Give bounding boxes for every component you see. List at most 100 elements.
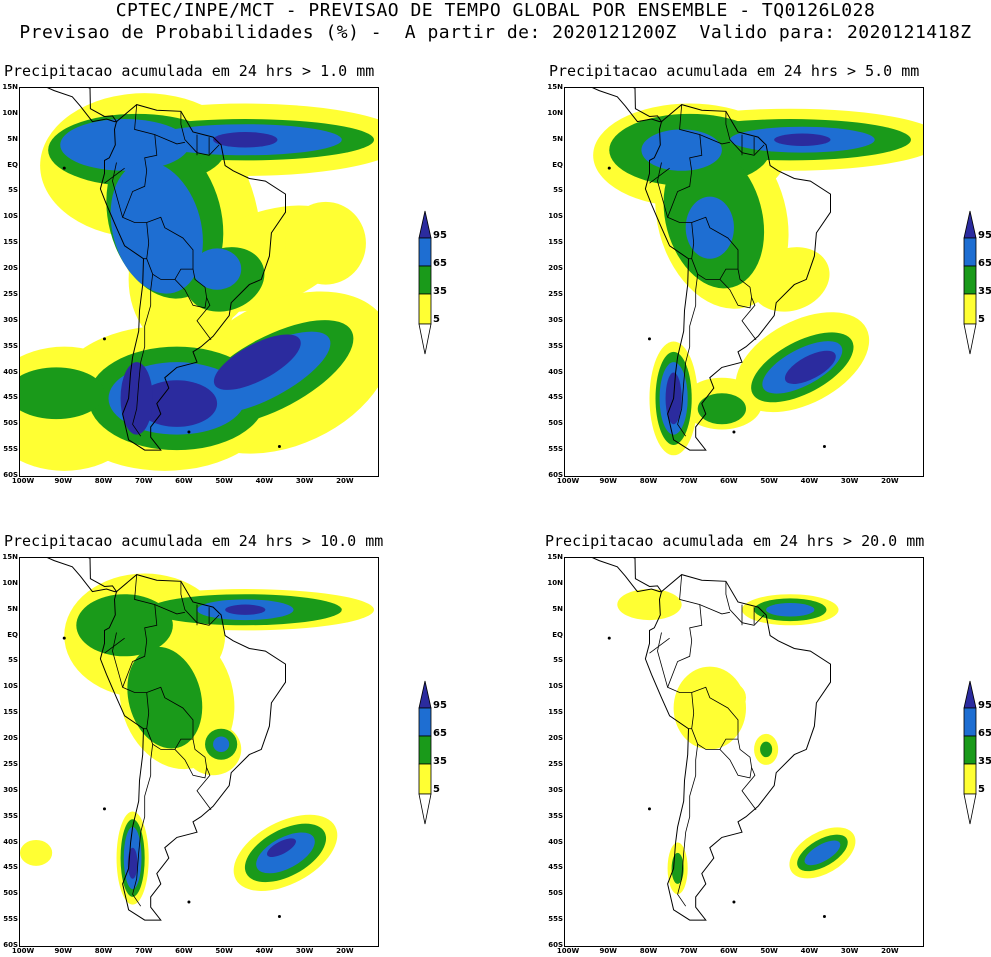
lat-tick-label: 20S: [548, 264, 563, 273]
country-border: [154, 134, 185, 145]
south-america-coastline: [99, 574, 286, 921]
country-border: [725, 111, 765, 156]
colorbar-segment: [418, 707, 432, 737]
lat-tick-label: 15S: [548, 238, 563, 247]
lon-tick-label: 40W: [255, 947, 274, 955]
colorbar-label: 5: [433, 784, 440, 795]
lon-tick-label: 90W: [54, 477, 72, 485]
lat-tick-label: 40S: [3, 837, 18, 846]
island: [607, 166, 611, 170]
lon-tick-label: 50W: [215, 947, 233, 955]
country-border: [699, 134, 730, 145]
lon-tick-label: 80W: [94, 477, 113, 485]
central-america-coastline: [47, 88, 118, 123]
island: [647, 807, 651, 811]
colorbar-segment: [963, 265, 977, 295]
island: [102, 337, 106, 341]
country-border: [154, 604, 185, 615]
lat-tick-label: 55S: [548, 915, 563, 924]
map-canvas: [592, 558, 856, 921]
forecast-map-1mm: [19, 87, 379, 477]
country-border: [174, 749, 207, 779]
lat-tick-label: 25S: [548, 759, 563, 768]
lat-tick-label: 15S: [3, 238, 18, 247]
country-border: [667, 574, 703, 693]
country-border: [112, 632, 123, 688]
figure-subtitle: Previsao de Probabilidades (%) - A parti…: [19, 22, 972, 43]
colorbar-label: 65: [433, 728, 447, 739]
country-border: [691, 222, 738, 280]
lon-tick-label: 30W: [840, 477, 859, 485]
lon-tick-label: 30W: [295, 477, 314, 485]
island: [277, 915, 281, 919]
lat-tick-label: 30S: [3, 785, 18, 794]
lat-tick-label: 40S: [548, 837, 563, 846]
lat-tick-label: 30S: [3, 315, 18, 324]
country-border: [174, 279, 207, 309]
lat-tick-label: 25S: [548, 289, 563, 298]
lat-tick-label: 55S: [3, 445, 18, 454]
country-border: [691, 692, 738, 750]
lat-tick-label: 35S: [3, 811, 18, 820]
lat-tick-label: 20S: [3, 734, 18, 743]
country-border: [146, 692, 193, 750]
probability-area-p65: [804, 840, 841, 866]
country-border: [649, 637, 670, 654]
colorbar-label: 35: [433, 286, 447, 297]
colorbar-label: 5: [978, 784, 985, 795]
country-border: [146, 222, 193, 280]
lon-tick-label: 100W: [556, 947, 580, 955]
probability-area-p35: [20, 367, 105, 420]
country-border: [104, 167, 125, 184]
lat-tick-label: 5N: [7, 134, 18, 143]
lat-tick-label: 60S: [3, 941, 18, 949]
central-america-coastline: [592, 88, 663, 123]
country-border: [649, 167, 670, 184]
probability-area-p65: [192, 248, 242, 290]
lat-tick-label: 35S: [3, 341, 18, 350]
lon-tick-label: 70W: [679, 947, 698, 955]
probability-area-p5: [20, 839, 53, 866]
lat-tick-label: 20S: [3, 264, 18, 273]
country-border: [691, 686, 757, 811]
lat-tick-label: 10S: [3, 682, 18, 691]
island: [607, 636, 611, 640]
panel-title-4: Precipitacao acumulada em 24 hrs > 20.0 …: [545, 532, 925, 550]
colorbar-label: 5: [433, 314, 440, 325]
lon-tick-label: 60W: [175, 947, 193, 955]
colorbar-segment: [963, 323, 977, 355]
island: [822, 445, 826, 449]
lon-tick-label: 50W: [760, 947, 778, 955]
lon-tick-label: 20W: [336, 477, 354, 485]
map-canvas: [592, 88, 923, 456]
probability-area-p95: [127, 847, 138, 879]
lat-tick-label: 5N: [552, 604, 563, 613]
island: [187, 900, 191, 904]
lat-tick-label: 20S: [548, 734, 563, 743]
lon-tick-label: 60W: [175, 477, 193, 485]
lat-tick-label: 50S: [3, 889, 18, 898]
colorbar-svg: [418, 210, 432, 355]
lon-tick-label: 20W: [336, 947, 354, 955]
colorbar-label: 35: [978, 286, 991, 297]
probability-area-p65: [256, 832, 315, 874]
country-border: [132, 274, 154, 437]
lat-tick-label: 55S: [3, 915, 18, 924]
colorbar-segment: [418, 237, 432, 267]
probability-area-p95: [120, 362, 153, 435]
lon-tick-label: 90W: [599, 477, 617, 485]
lat-tick-label: 45S: [3, 393, 18, 402]
island: [822, 915, 826, 919]
probability-area-p95: [213, 131, 278, 148]
lat-tick-label: EQ: [552, 630, 563, 639]
country-border: [146, 216, 212, 341]
colorbar-label: 65: [978, 728, 991, 739]
lon-tick-label: 20W: [881, 947, 899, 955]
lat-tick-label: EQ: [552, 160, 563, 169]
country-border: [719, 279, 752, 309]
lat-tick-label: 10N: [2, 578, 18, 587]
probability-area-p65: [766, 603, 815, 617]
colorbar-4: [963, 680, 977, 830]
colorbar-label: 95: [978, 700, 991, 711]
island: [187, 430, 191, 434]
